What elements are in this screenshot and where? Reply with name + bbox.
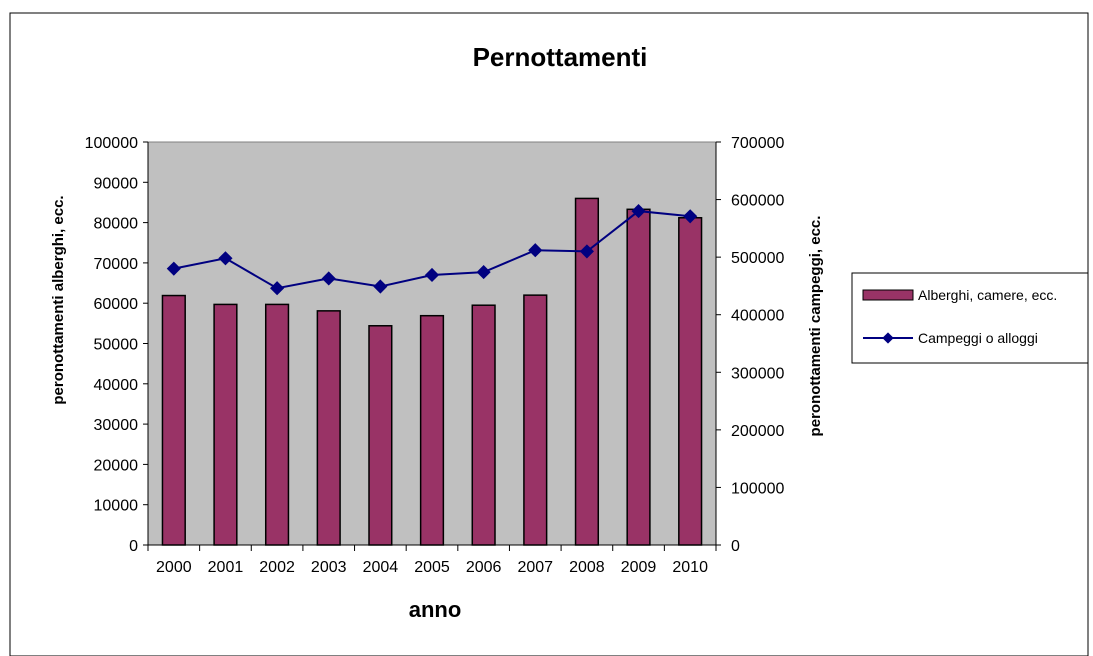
right-tick-label: 300000 <box>731 365 784 382</box>
point-2000 <box>166 261 181 276</box>
x-tick-label: 2000 <box>156 559 192 576</box>
chart-title: Pernottamenti <box>473 42 648 72</box>
point-2003 <box>321 271 336 286</box>
right-tick-label: 500000 <box>731 250 784 267</box>
bar-2004 <box>368 325 393 546</box>
point-2009 <box>631 204 646 219</box>
left-tick-label: 60000 <box>94 296 139 313</box>
legend-swatch-marker <box>882 332 894 344</box>
left-axis-ticks: 1000009000080000700006000050000400003000… <box>85 135 148 555</box>
bar-series <box>161 197 703 546</box>
right-tick-label: 700000 <box>731 135 784 152</box>
left-tick-label: 10000 <box>94 498 139 515</box>
point-2008 <box>579 244 594 259</box>
x-tick-label: 2005 <box>414 559 450 576</box>
bar-2005 <box>419 314 445 546</box>
x-tick-label: 2009 <box>621 559 657 576</box>
left-tick-label: 80000 <box>94 216 139 233</box>
left-tick-label: 70000 <box>94 256 139 273</box>
point-2001 <box>218 251 233 266</box>
left-tick-label: 40000 <box>94 377 139 394</box>
left-tick-label: 30000 <box>94 417 139 434</box>
point-2002 <box>270 281 285 296</box>
x-tick-label: 2008 <box>569 559 605 576</box>
right-axis-title: peronottamenti campeggi, ecc. <box>807 216 824 437</box>
x-axis-title: anno <box>409 597 462 622</box>
point-2010 <box>683 209 698 224</box>
bar-2001 <box>213 303 238 546</box>
x-tick-label: 2001 <box>208 559 244 576</box>
left-tick-label: 90000 <box>94 175 139 192</box>
bar-2007 <box>523 294 548 546</box>
bar-2010 <box>678 217 703 546</box>
point-2004 <box>373 279 388 294</box>
legend-box <box>851 272 1089 364</box>
x-tick-label: 2003 <box>311 559 347 576</box>
left-tick-label: 50000 <box>94 337 139 354</box>
x-tick-label: 2007 <box>517 559 553 576</box>
right-tick-label: 600000 <box>731 193 784 210</box>
left-axis-title: peronottamenti alberghi, ecc. <box>50 195 67 404</box>
legend-label-campeggi: Campeggi o alloggi <box>918 330 1038 346</box>
x-tick-label: 2006 <box>466 559 502 576</box>
bar-2006 <box>471 304 496 546</box>
legend-swatch-bar <box>862 289 914 301</box>
bar-2000 <box>161 294 186 546</box>
x-tick-label: 2002 <box>259 559 295 576</box>
bar-2003 <box>316 310 341 546</box>
legend-label-alberghi: Alberghi, camere, ecc. <box>918 287 1057 303</box>
bar-2009 <box>626 208 651 546</box>
x-tick-label: 2004 <box>363 559 399 576</box>
line-series <box>166 204 698 296</box>
bar-2002 <box>264 303 290 546</box>
x-axis-ticks: 2000 2001 2002 2003 2004 2005 2006 2007 2008 2009… <box>147 545 717 576</box>
left-tick-label: 20000 <box>94 457 139 474</box>
left-tick-label: 0 <box>129 538 138 555</box>
point-2006 <box>476 265 491 280</box>
right-tick-label: 400000 <box>731 308 784 325</box>
right-tick-label: 200000 <box>731 423 784 440</box>
right-tick-label: 100000 <box>731 480 784 497</box>
left-tick-label: 100000 <box>85 135 138 152</box>
point-2007 <box>528 243 543 258</box>
x-tick-label: 2010 <box>672 559 708 576</box>
right-tick-label: 0 <box>731 538 740 555</box>
legend: Alberghi, camere, ecc. Campeggi o allogg… <box>851 272 1089 364</box>
right-axis-ticks: 700000 600000 500000 400000 300000 200000 1000… <box>716 135 784 555</box>
point-2005 <box>424 267 440 283</box>
